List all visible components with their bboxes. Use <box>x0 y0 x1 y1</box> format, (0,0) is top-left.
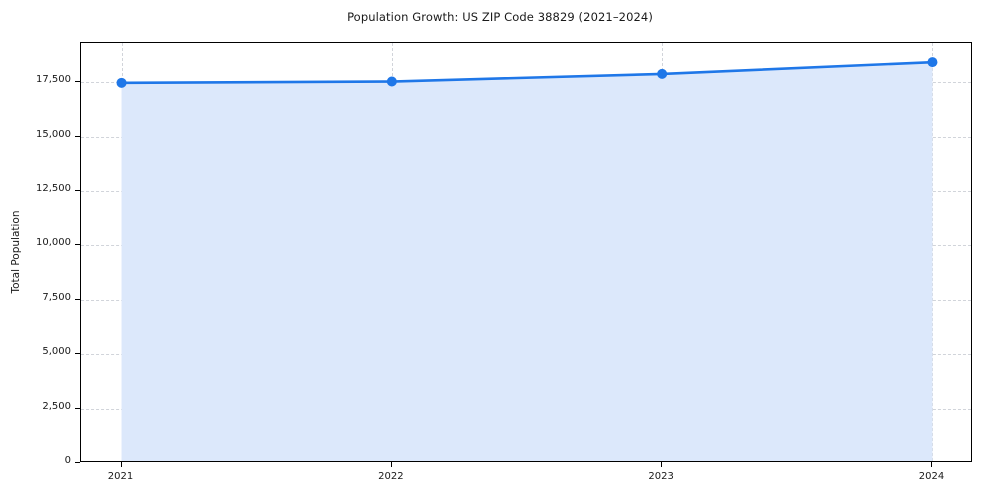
x-axis-tick-mark <box>390 462 392 467</box>
area-fill <box>121 62 933 461</box>
y-axis-label: Total Population <box>10 210 22 294</box>
population-line-series: 2021: 17,470 2022: 17,530 2023: 17,880 2024… <box>116 57 938 461</box>
y-axis-tick-label: 5,000 <box>42 346 71 358</box>
series-line <box>120 60 934 85</box>
x-axis-tick-mark <box>120 462 122 467</box>
x-axis-tick-mark <box>931 462 933 467</box>
data-point-marker: 2024: 18,420 <box>927 57 938 68</box>
y-axis-tick-mark <box>75 407 80 409</box>
data-point-marker: 2022: 17,530 <box>386 76 397 87</box>
y-axis-tick-mark <box>75 462 80 463</box>
y-axis-tick-mark <box>75 81 80 83</box>
y-axis-label-container: Total Population <box>6 42 26 462</box>
x-axis-tick-mark <box>661 462 663 467</box>
y-axis-tick-label: 7,500 <box>42 291 71 303</box>
data-point-marker: 2021: 17,470 <box>116 77 127 88</box>
y-axis-tick-mark <box>75 189 80 191</box>
x-axis-tick-label: 2022 <box>378 471 404 482</box>
plot-area: 2021: 17,470 2022: 17,530 2023: 17,880 2024… <box>80 42 972 462</box>
y-axis-tick-label: 0 <box>64 455 71 466</box>
x-axis-tick-label: 2023 <box>648 471 674 482</box>
y-axis-tick-label: 17,500 <box>36 74 71 86</box>
y-axis-tick-mark <box>75 298 80 300</box>
y-axis-tick-label: 15,000 <box>36 128 71 140</box>
chart-title: Population Growth: US ZIP Code 38829 (20… <box>347 10 653 24</box>
x-axis-tick-label: 2021 <box>107 471 134 482</box>
y-axis-tick-mark <box>75 135 80 137</box>
y-axis-tick-label: 2,500 <box>42 400 71 412</box>
y-axis-tick-label: 10,000 <box>36 237 71 249</box>
data-point-marker: 2023: 17,880 <box>657 68 668 79</box>
y-axis-tick-mark <box>75 353 80 355</box>
y-axis-tick-label: 12,500 <box>36 182 71 194</box>
x-axis-tick-label: 2024 <box>918 471 945 482</box>
y-axis-tick-mark <box>75 244 80 246</box>
